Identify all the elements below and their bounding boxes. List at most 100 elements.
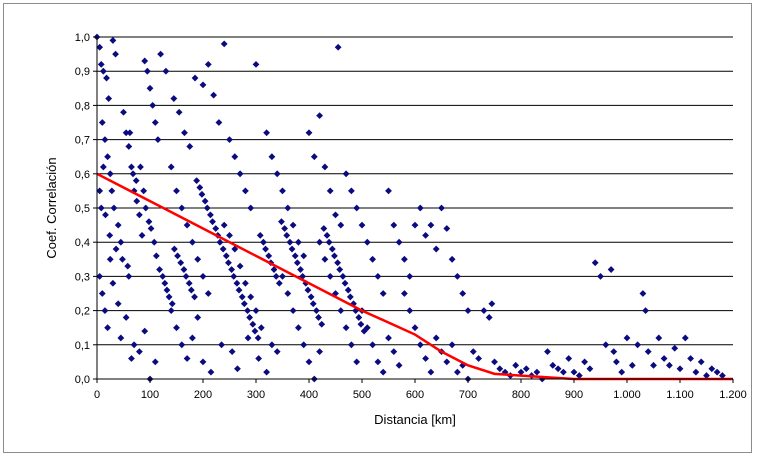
data-point-239	[147, 225, 155, 232]
data-point-36	[106, 255, 114, 263]
x-tick-label-12: 1.200	[719, 389, 747, 401]
data-point-11	[106, 170, 114, 178]
data-point-105	[284, 290, 292, 297]
data-point-202	[613, 358, 620, 366]
data-point-317	[355, 314, 363, 321]
data-point-135	[379, 290, 387, 297]
data-point-32	[96, 273, 104, 280]
data-point-218	[692, 368, 700, 376]
data-point-160	[427, 221, 435, 229]
data-point-22	[136, 211, 143, 219]
data-point-43	[130, 341, 138, 349]
data-point-252	[182, 273, 190, 280]
data-point-189	[549, 361, 557, 369]
data-point-164	[448, 255, 456, 263]
data-point-234	[132, 177, 140, 185]
data-point-276	[246, 314, 254, 321]
data-point-194	[575, 372, 583, 379]
data-point-29	[154, 136, 162, 143]
data-point-259	[201, 197, 209, 205]
data-point-37	[109, 279, 117, 287]
data-point-232	[126, 129, 134, 137]
data-point-28	[151, 119, 159, 126]
data-point-19	[128, 163, 135, 171]
data-point-146	[395, 238, 403, 246]
data-point-235	[137, 163, 144, 171]
y-axis-title: Coef. Correlación	[44, 157, 59, 258]
data-point-256	[193, 177, 201, 185]
data-point-39	[117, 334, 125, 342]
data-point-173	[469, 348, 477, 356]
y-tick-label-1: 0,1	[75, 340, 90, 352]
data-point-184	[522, 365, 530, 373]
data-point-253	[185, 279, 193, 287]
data-point-95	[273, 348, 281, 356]
data-point-220	[703, 372, 710, 379]
data-point-9	[101, 136, 109, 143]
data-point-86	[252, 307, 260, 314]
data-point-277	[249, 320, 257, 328]
data-point-267	[222, 252, 230, 260]
data-point-70	[199, 358, 207, 366]
data-point-306	[325, 238, 333, 246]
data-point-263	[212, 225, 220, 232]
data-point-233	[129, 170, 137, 178]
data-point-84	[242, 279, 249, 287]
x-tick-label-5: 500	[353, 389, 371, 401]
data-point-53	[194, 255, 202, 263]
data-point-258	[198, 190, 206, 198]
data-point-118	[334, 43, 342, 51]
data-point-268	[225, 259, 232, 267]
data-point-122	[326, 273, 334, 280]
data-point-20	[130, 187, 138, 195]
data-point-250	[177, 259, 185, 267]
data-point-188	[544, 348, 551, 356]
data-point-210	[650, 361, 657, 369]
data-point-17	[122, 129, 130, 137]
data-point-213	[666, 361, 673, 369]
data-point-13	[110, 204, 118, 212]
data-point-91	[244, 334, 252, 342]
x-tick-label-10: 1.000	[613, 389, 641, 401]
x-tick-label-7: 700	[459, 389, 477, 401]
data-point-83	[236, 262, 244, 270]
data-point-42	[128, 355, 135, 362]
data-point-299	[307, 293, 315, 301]
data-point-8	[98, 119, 106, 126]
data-point-97	[268, 153, 276, 161]
data-point-265	[216, 238, 224, 246]
data-point-107	[295, 324, 302, 332]
data-point-48	[167, 163, 175, 171]
data-point-312	[341, 279, 349, 287]
x-tick-label-6: 600	[406, 389, 424, 401]
data-point-286	[272, 273, 280, 280]
data-point-236	[140, 187, 148, 195]
data-point-298	[304, 286, 312, 294]
data-point-219	[697, 358, 705, 366]
data-point-294	[293, 259, 301, 267]
data-point-274	[240, 300, 248, 308]
data-point-126	[348, 341, 355, 349]
data-point-147	[401, 255, 408, 263]
data-point-231	[124, 262, 132, 270]
data-point-64	[167, 307, 175, 314]
data-point-141	[385, 334, 392, 342]
data-point-128	[342, 170, 350, 178]
data-point-55	[204, 290, 212, 297]
data-point-266	[219, 245, 227, 253]
data-point-145	[390, 221, 398, 229]
data-point-275	[244, 307, 251, 314]
data-point-305	[323, 231, 331, 239]
data-point-158	[432, 334, 440, 342]
data-point-148	[406, 273, 414, 280]
data-point-117	[332, 211, 339, 219]
data-point-35	[104, 324, 111, 332]
data-point-237	[142, 204, 150, 212]
data-point-200	[607, 266, 615, 273]
data-point-162	[438, 204, 445, 212]
data-point-272	[235, 286, 243, 294]
data-point-101	[289, 221, 297, 229]
data-point-68	[189, 334, 196, 342]
data-point-76	[236, 170, 244, 178]
data-point-303	[318, 320, 326, 328]
